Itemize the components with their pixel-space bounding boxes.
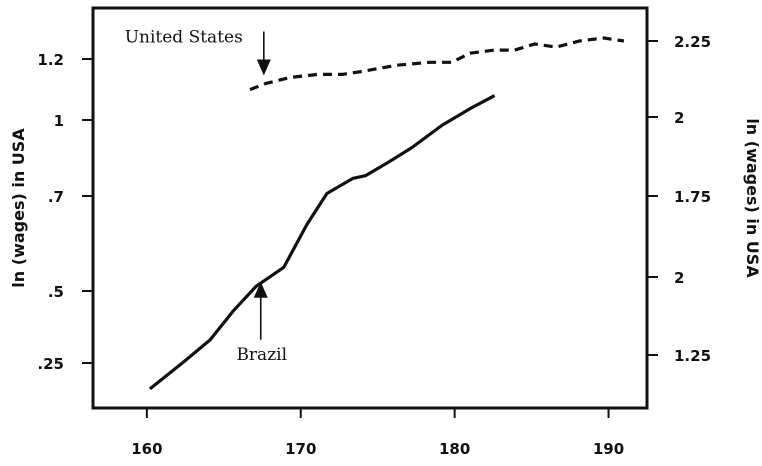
x-axis: 160 170 180 190: [131, 408, 624, 458]
left-axis: .25 .5 .7 1 1.2: [37, 51, 93, 373]
series-line-united-states: [249, 36, 625, 92]
left-tick-label: .7: [48, 188, 64, 206]
left-axis-title: ln (wages) in USA: [9, 128, 28, 288]
right-axis: 1.25 2 1.75 2 2.25: [647, 33, 711, 365]
annotation-arrow-head: [256, 59, 271, 76]
series-line-brazil: [148, 94, 496, 391]
annotation-label: Brazil: [236, 345, 287, 365]
right-axis-title: ln (wages) in USA: [743, 118, 762, 278]
right-tick-label: 2: [674, 269, 684, 287]
right-tick-label: 1.25: [674, 347, 711, 365]
x-tick-label: 170: [285, 440, 316, 458]
left-tick-label: 1: [54, 112, 64, 130]
right-tick-label: 1.75: [674, 188, 711, 206]
series-layer: [148, 36, 625, 391]
x-tick-label: 180: [439, 440, 470, 458]
x-tick-label: 190: [593, 440, 624, 458]
right-tick-label: 2.25: [674, 33, 711, 51]
left-tick-label: 1.2: [37, 51, 64, 69]
annotation-label: United States: [125, 28, 243, 48]
x-tick-label: 160: [131, 440, 162, 458]
left-tick-label: .25: [37, 355, 64, 373]
left-tick-label: .5: [48, 283, 64, 301]
annotation-arrow-head: [253, 281, 268, 298]
right-tick-label: 2: [674, 109, 684, 127]
annotation-layer: United States Brazil: [125, 28, 287, 365]
plot-frame: [91, 6, 649, 410]
